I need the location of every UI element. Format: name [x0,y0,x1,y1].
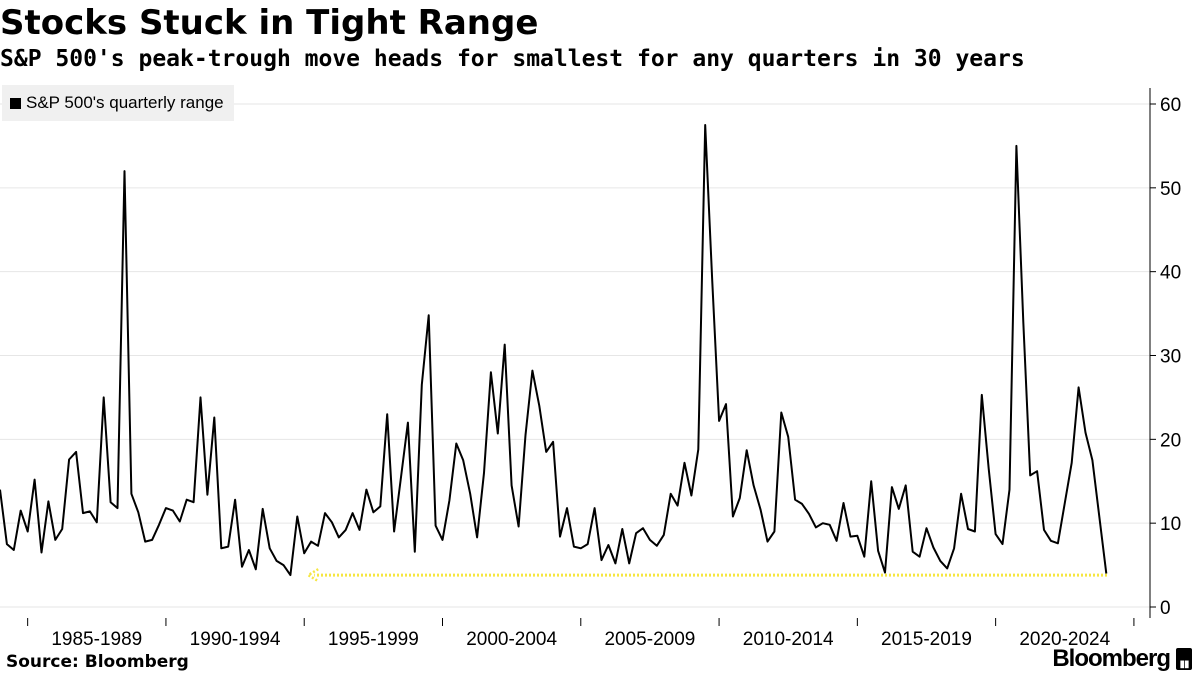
legend-label: S&P 500's quarterly range [26,93,224,112]
series-line [0,124,1108,577]
y-tick-label: 0 [1160,598,1171,619]
y-tick-label: 40 [1160,263,1181,284]
x-tick-label: 2020-2024 [1019,629,1110,650]
chart-bar-icon: ▮▮ [1176,648,1192,670]
series-layer [0,124,1108,577]
y-tick-label: 60 [1160,95,1181,116]
y-tick-label: 10 [1160,514,1181,535]
y-tick-label: 50 [1160,179,1181,200]
gridlines [0,103,1150,608]
x-tick-label: 2015-2019 [881,629,972,650]
x-tick-label: 2010-2014 [743,629,834,650]
y-tick-label: 30 [1160,347,1181,368]
x-tick-label: 2000-2004 [466,629,557,650]
chart-subtitle: S&P 500's peak-trough move heads for sma… [0,46,1025,72]
x-tick-label: 1990-1994 [190,629,281,650]
x-tick-label: 1985-1989 [51,629,142,650]
legend: S&P 500's quarterly range [2,85,234,121]
source-note: Source: Bloomberg [6,652,189,672]
reference-arrow-head [305,568,319,583]
y-tick-label: 20 [1160,430,1181,451]
brand-logo: Bloomberg ▮▮ [1052,645,1192,673]
annotations [305,568,1107,583]
x-tick-label: 2005-2009 [604,629,695,650]
legend-swatch [10,97,21,109]
axes [27,88,1156,626]
tick-labels: 0 10 20 30 40 50 60 1985-1989 1990-1994 1995-1999… [51,95,1181,650]
x-tick-label: 1995-1999 [328,629,419,650]
brand-name: Bloomberg [1052,645,1171,672]
chart-title: Stocks Stuck in Tight Range [0,3,539,43]
